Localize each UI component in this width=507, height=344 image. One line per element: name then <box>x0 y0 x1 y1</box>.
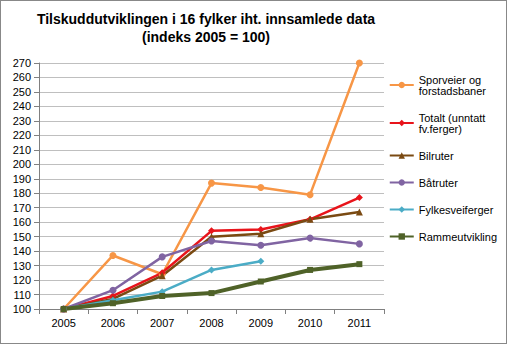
svg-text:230: 230 <box>13 115 31 127</box>
svg-text:(indeks 2005 = 100): (indeks 2005 = 100) <box>142 29 270 45</box>
svg-text:130: 130 <box>13 260 31 272</box>
svg-text:2008: 2008 <box>199 317 223 329</box>
svg-text:2005: 2005 <box>51 317 75 329</box>
svg-text:260: 260 <box>13 71 31 83</box>
svg-text:Sporveier og: Sporveier og <box>418 73 485 86</box>
svg-text:2007: 2007 <box>150 317 174 329</box>
svg-text:240: 240 <box>13 100 31 112</box>
svg-text:150: 150 <box>13 231 31 243</box>
svg-text:120: 120 <box>13 274 31 286</box>
svg-text:220: 220 <box>13 129 31 141</box>
svg-text:200: 200 <box>13 158 31 170</box>
svg-text:Totalt (unntatt: Totalt (unntatt <box>418 111 489 124</box>
svg-text:Båtruter: Båtruter <box>419 177 458 189</box>
svg-text:160: 160 <box>13 216 31 228</box>
svg-text:fv.ferger): fv.ferger) <box>419 123 462 135</box>
svg-text:Tilskuddutviklingen i 16 fylke: Tilskuddutviklingen i 16 fylker iht. inn… <box>37 11 375 27</box>
svg-text:190: 190 <box>13 173 31 185</box>
svg-text:2010: 2010 <box>298 317 322 329</box>
svg-text:2011: 2011 <box>348 317 372 329</box>
svg-text:100: 100 <box>13 303 31 315</box>
svg-text:210: 210 <box>13 144 31 156</box>
svg-text:2009: 2009 <box>249 317 273 329</box>
svg-text:2006: 2006 <box>101 317 125 329</box>
svg-text:180: 180 <box>13 187 31 199</box>
svg-text:Bilruter: Bilruter <box>419 150 454 162</box>
svg-text:140: 140 <box>13 245 31 257</box>
svg-text:250: 250 <box>13 86 31 98</box>
svg-text:forstadsbaner: forstadsbaner <box>419 85 487 97</box>
svg-text:Fylkesveiferger: Fylkesveiferger <box>419 204 494 216</box>
svg-text:Rammeutvikling: Rammeutvikling <box>419 231 497 243</box>
svg-text:110: 110 <box>13 289 31 301</box>
svg-text:270: 270 <box>13 57 31 69</box>
svg-text:170: 170 <box>13 202 31 214</box>
